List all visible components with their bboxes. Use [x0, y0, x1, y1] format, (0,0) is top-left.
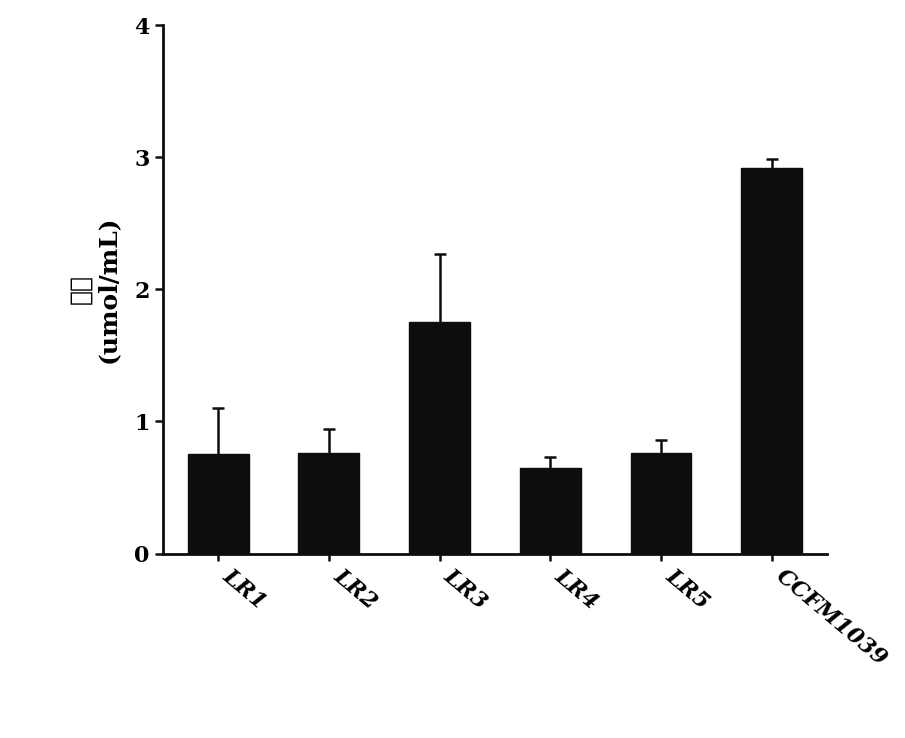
- Y-axis label: 产量
(umol/mL): 产量 (umol/mL): [69, 215, 120, 363]
- Bar: [631, 453, 691, 554]
- Bar: [409, 323, 470, 554]
- Bar: [519, 468, 581, 554]
- Bar: [299, 453, 359, 554]
- Bar: [188, 455, 249, 554]
- Bar: [741, 168, 802, 554]
